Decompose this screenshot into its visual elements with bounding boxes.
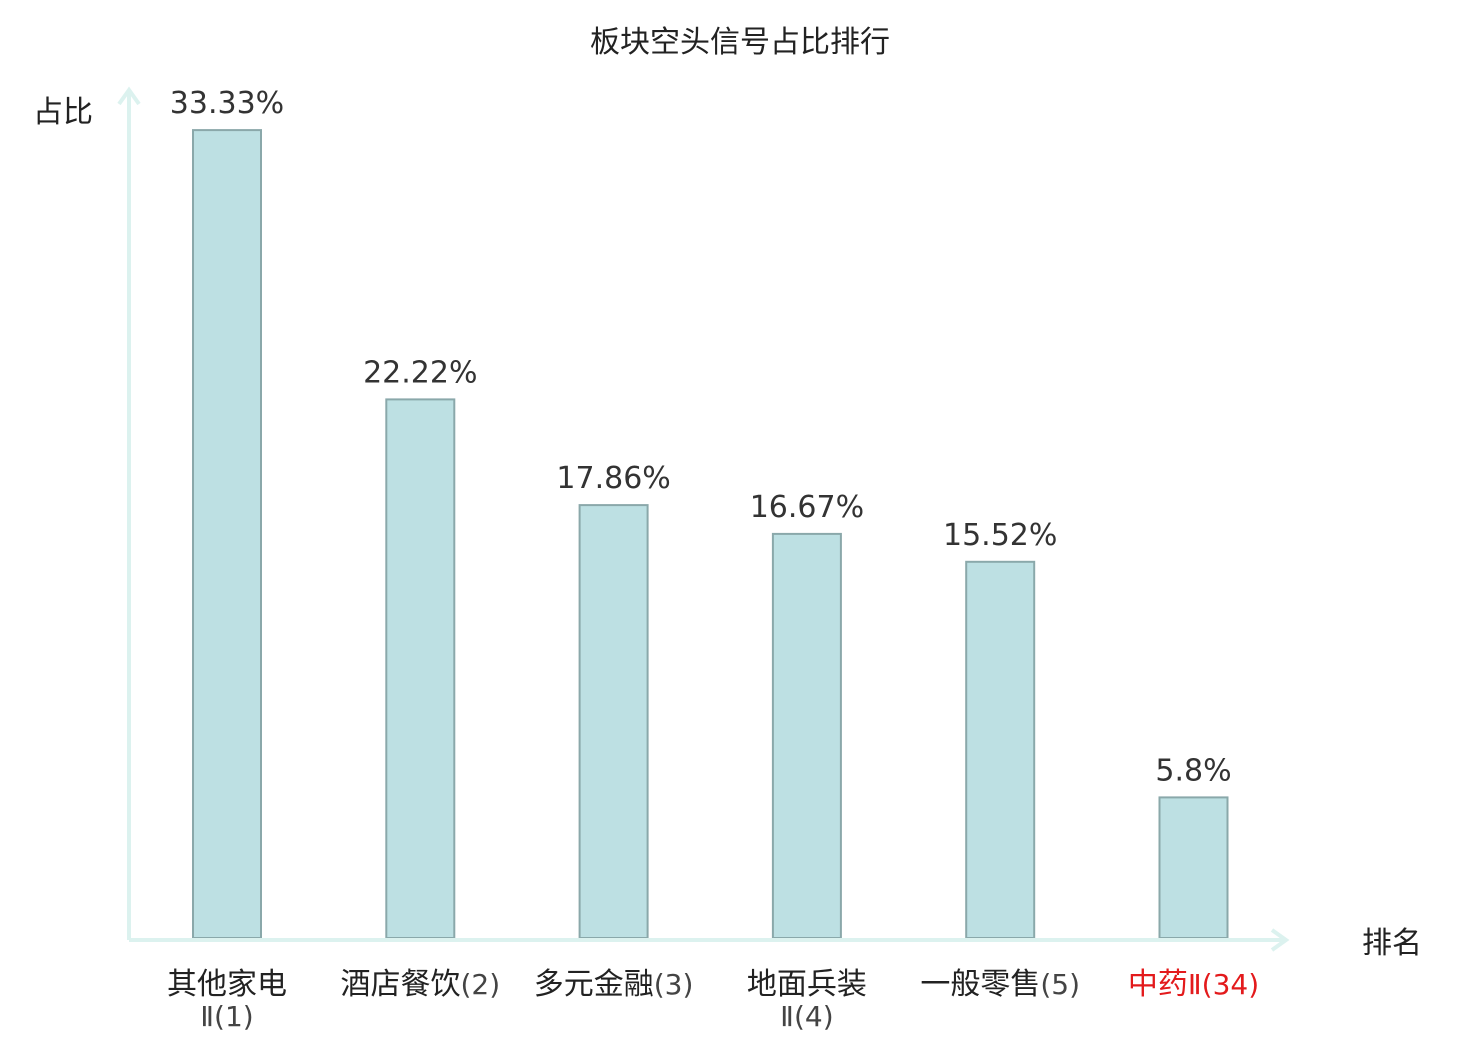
category-label-2: 酒店餐饮(2) <box>340 967 500 1002</box>
value-label-1: 33.33% <box>170 86 284 121</box>
category-rank-2: (2) <box>460 968 500 1001</box>
bar-1 <box>192 129 262 940</box>
y-axis <box>117 86 141 940</box>
category-name-6: 中药 <box>1128 967 1188 1002</box>
bar-6 <box>1158 796 1229 940</box>
y-axis-label: 占比 <box>33 95 93 130</box>
category-label-3: 多元金融(3) <box>534 967 694 1002</box>
category-rank-6: Ⅱ(34) <box>1188 968 1259 1001</box>
value-labels-group: 33.33% 22.22% 17.86% 16.67% 15.52% 5.8% <box>170 86 1232 788</box>
category-label-6: 中药Ⅱ(34) <box>1128 967 1259 1002</box>
value-label-5: 15.52% <box>943 518 1057 553</box>
category-label-4: 地面兵装 <box>747 967 867 1002</box>
bars-group <box>192 129 1229 940</box>
value-label-6: 5.8% <box>1155 753 1231 788</box>
category-rank-3: (3) <box>654 968 694 1001</box>
bar-3 <box>578 504 649 939</box>
category-name-2: 酒店餐饮 <box>340 967 460 1002</box>
category-rank-5: (5) <box>1040 968 1080 1001</box>
bar-5 <box>965 560 1036 939</box>
category-name-3: 多元金融 <box>534 967 654 1002</box>
chart-title: 板块空头信号占比排行 <box>590 25 890 60</box>
category-label-5: 一般零售(5) <box>920 967 1080 1002</box>
category-rank-1: Ⅱ(1) <box>200 1000 253 1033</box>
value-label-4: 16.67% <box>750 490 864 525</box>
bar-2 <box>385 398 456 939</box>
category-rank-4: Ⅱ(4) <box>780 1000 833 1033</box>
category-name-5: 一般零售 <box>920 967 1040 1002</box>
x-axis <box>129 928 1290 952</box>
value-label-2: 22.22% <box>363 355 477 390</box>
value-label-3: 17.86% <box>556 461 670 496</box>
x-axis-label: 排名 <box>1362 926 1422 961</box>
category-label-1: 其他家电 <box>167 967 287 1002</box>
bar-4 <box>771 532 842 940</box>
